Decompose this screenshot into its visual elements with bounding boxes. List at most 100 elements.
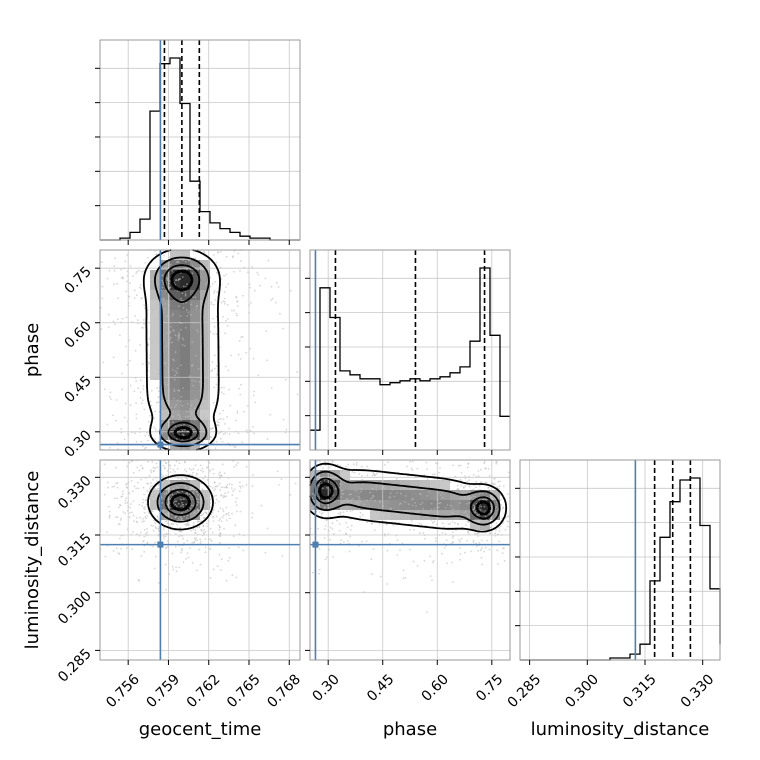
density-cell <box>400 490 410 500</box>
density-cell <box>150 300 160 310</box>
scatter-point <box>164 535 167 538</box>
scatter-point <box>409 460 411 463</box>
scatter-point <box>474 518 477 521</box>
scatter-point <box>164 520 167 523</box>
scatter-point <box>204 413 206 416</box>
scatter-point <box>220 520 223 523</box>
scatter-point <box>181 501 183 504</box>
scatter-point <box>181 292 184 295</box>
scatter-point <box>237 546 240 549</box>
density-cell <box>190 480 200 490</box>
scatter-point <box>162 464 165 467</box>
density-cell <box>470 490 480 500</box>
scatter-point <box>133 297 136 300</box>
scatter-point <box>143 550 146 553</box>
scatter-point <box>205 367 208 370</box>
x-tick-label: 0.300 <box>562 671 602 711</box>
x-axis-label-geocent-time: geocent_time <box>139 719 262 740</box>
scatter-point <box>178 335 180 337</box>
density-cell <box>180 350 190 360</box>
scatter-point <box>431 473 434 476</box>
scatter-point <box>219 477 221 480</box>
density-cell <box>450 500 460 510</box>
scatter-point <box>482 498 485 501</box>
scatter-point <box>180 297 182 300</box>
scatter-point <box>294 482 297 485</box>
scatter-point <box>209 330 212 333</box>
scatter-point <box>145 517 148 519</box>
scatter-point <box>233 488 236 491</box>
scatter-point <box>497 480 500 483</box>
scatter-point <box>124 499 127 502</box>
density-cell <box>190 380 200 390</box>
scatter-point <box>219 518 222 520</box>
scatter-point <box>131 490 134 493</box>
scatter-point <box>170 415 173 417</box>
scatter-point <box>151 277 154 280</box>
density-cell <box>170 300 180 310</box>
density-cell <box>430 500 440 510</box>
scatter-point <box>204 359 207 361</box>
scatter-point <box>197 469 200 471</box>
scatter-point <box>165 492 168 495</box>
scatter-point <box>220 494 223 496</box>
scatter-point <box>163 381 166 384</box>
scatter-point <box>452 464 454 467</box>
scatter-point <box>324 464 327 466</box>
scatter-point <box>245 351 248 354</box>
scatter-point <box>213 472 215 475</box>
density-cell <box>170 340 180 350</box>
scatter-point <box>166 482 169 485</box>
scatter-point <box>174 334 177 337</box>
density-cell <box>200 310 210 320</box>
scatter-point <box>183 468 186 471</box>
scatter-point <box>128 339 131 342</box>
scatter-point <box>217 251 220 254</box>
scatter-point <box>179 416 181 419</box>
scatter-point <box>332 556 334 558</box>
scatter-point <box>132 531 134 533</box>
scatter-point <box>466 466 469 469</box>
scatter-point <box>213 303 215 306</box>
scatter-point <box>161 432 164 435</box>
scatter-point <box>230 354 233 357</box>
scatter-point <box>195 308 198 310</box>
scatter-point <box>266 527 269 530</box>
density-cell <box>200 350 210 360</box>
scatter-point <box>135 487 138 490</box>
scatter-point <box>113 265 115 267</box>
scatter-point <box>128 295 131 298</box>
scatter-point <box>181 535 184 537</box>
y-axis-label-luminosity-distance: luminosity_distance <box>22 471 43 650</box>
scatter-point <box>236 462 239 464</box>
scatter-point <box>210 303 213 305</box>
scatter-point <box>359 515 362 518</box>
scatter-point <box>120 276 123 279</box>
x-tick-label: 0.75 <box>473 671 506 704</box>
scatter-point <box>223 495 225 497</box>
scatter-point <box>270 299 273 301</box>
scatter-point <box>186 315 189 317</box>
scatter-point <box>474 532 476 535</box>
scatter-point <box>480 547 483 550</box>
scatter-point <box>126 280 128 283</box>
scatter-point <box>219 437 222 440</box>
scatter-point <box>376 511 378 514</box>
density-cell <box>380 500 390 510</box>
scatter-point <box>153 417 155 420</box>
scatter-point <box>169 464 172 467</box>
density-cell <box>160 400 170 410</box>
scatter-point <box>175 404 178 406</box>
scatter-point <box>139 379 142 382</box>
scatter-point <box>193 418 196 421</box>
scatter-point <box>138 469 141 472</box>
scatter-point <box>217 432 220 435</box>
scatter-point <box>507 520 510 523</box>
scatter-point <box>358 472 361 475</box>
scatter-point <box>360 501 362 503</box>
scatter-point <box>502 485 505 487</box>
truth-marker <box>157 541 164 548</box>
scatter-point <box>441 552 443 555</box>
scatter-point <box>163 298 166 300</box>
scatter-point <box>180 395 183 398</box>
